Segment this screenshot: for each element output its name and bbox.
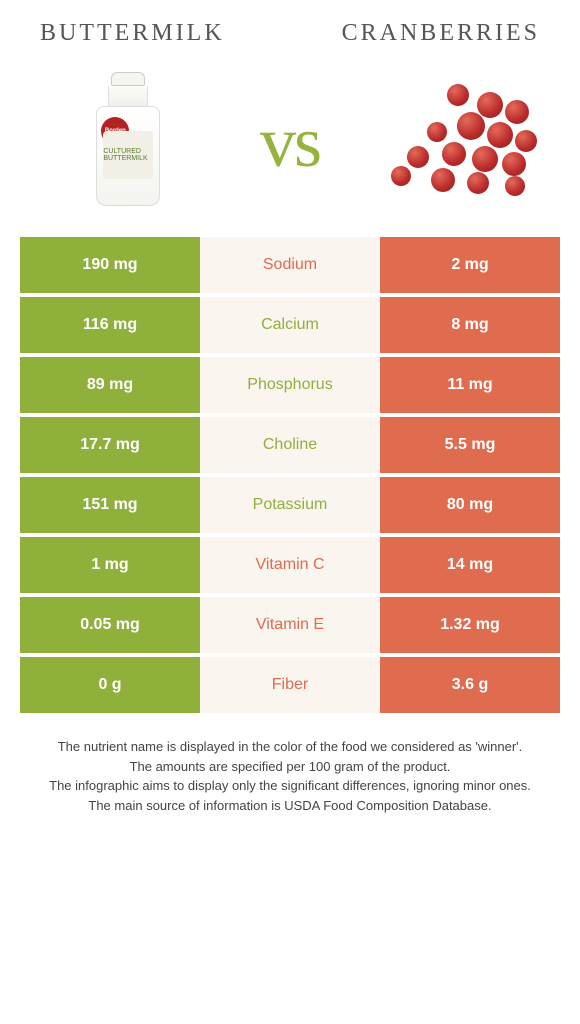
right-value: 14 mg: [380, 537, 560, 593]
right-value: 80 mg: [380, 477, 560, 533]
left-value: 190 mg: [20, 237, 200, 293]
berry-icon: [505, 100, 529, 124]
footer-line: The main source of information is USDA F…: [30, 796, 550, 816]
nutrient-label: Choline: [200, 417, 380, 473]
left-value: 151 mg: [20, 477, 200, 533]
nutrient-label: Calcium: [200, 297, 380, 353]
footer-line: The nutrient name is displayed in the co…: [30, 737, 550, 757]
header: Buttermilk Cranberries: [0, 0, 580, 57]
berry-icon: [487, 122, 513, 148]
comparison-table: 190 mgSodium2 mg116 mgCalcium8 mg89 mgPh…: [0, 237, 580, 713]
berry-icon: [477, 92, 503, 118]
nutrient-label: Vitamin E: [200, 597, 380, 653]
right-value: 8 mg: [380, 297, 560, 353]
berry-icon: [442, 142, 466, 166]
berry-icon: [391, 166, 411, 186]
berry-icon: [502, 152, 526, 176]
nutrient-label: Potassium: [200, 477, 380, 533]
footer-line: The infographic aims to display only the…: [30, 776, 550, 796]
berry-icon: [431, 168, 455, 192]
berry-icon: [407, 146, 429, 168]
left-food-title: Buttermilk: [40, 20, 225, 47]
berry-icon: [472, 146, 498, 172]
berries-icon: [387, 82, 517, 202]
right-value: 2 mg: [380, 237, 560, 293]
nutrient-label: Sodium: [200, 237, 380, 293]
table-row: 0.05 mgVitamin E1.32 mg: [20, 597, 560, 653]
table-row: 89 mgPhosphorus11 mg: [20, 357, 560, 413]
right-value: 1.32 mg: [380, 597, 560, 653]
footer-line: The amounts are specified per 100 gram o…: [30, 757, 550, 777]
left-value: 0 g: [20, 657, 200, 713]
berry-icon: [427, 122, 447, 142]
berry-icon: [515, 130, 537, 152]
table-row: 0 gFiber3.6 g: [20, 657, 560, 713]
left-value: 1 mg: [20, 537, 200, 593]
table-row: 190 mgSodium2 mg: [20, 237, 560, 293]
right-value: 11 mg: [380, 357, 560, 413]
cranberries-image: [387, 67, 517, 217]
table-row: 116 mgCalcium8 mg: [20, 297, 560, 353]
berry-icon: [457, 112, 485, 140]
nutrient-label: Fiber: [200, 657, 380, 713]
images-row: Borden CULTURED BUTTERMILK vs: [0, 57, 580, 237]
buttermilk-image: Borden CULTURED BUTTERMILK: [63, 67, 193, 217]
table-row: 1 mgVitamin C14 mg: [20, 537, 560, 593]
left-value: 89 mg: [20, 357, 200, 413]
nutrient-label: Vitamin C: [200, 537, 380, 593]
right-food-title: Cranberries: [342, 20, 540, 47]
left-value: 116 mg: [20, 297, 200, 353]
bottle-icon: Borden CULTURED BUTTERMILK: [93, 72, 163, 212]
berry-icon: [505, 176, 525, 196]
right-value: 5.5 mg: [380, 417, 560, 473]
table-row: 151 mgPotassium80 mg: [20, 477, 560, 533]
left-value: 0.05 mg: [20, 597, 200, 653]
vs-text: vs: [260, 101, 320, 184]
table-row: 17.7 mgCholine5.5 mg: [20, 417, 560, 473]
left-value: 17.7 mg: [20, 417, 200, 473]
right-value: 3.6 g: [380, 657, 560, 713]
berry-icon: [447, 84, 469, 106]
bottle-label: CULTURED BUTTERMILK: [103, 131, 153, 179]
nutrient-label: Phosphorus: [200, 357, 380, 413]
berry-icon: [467, 172, 489, 194]
footer-notes: The nutrient name is displayed in the co…: [0, 717, 580, 835]
